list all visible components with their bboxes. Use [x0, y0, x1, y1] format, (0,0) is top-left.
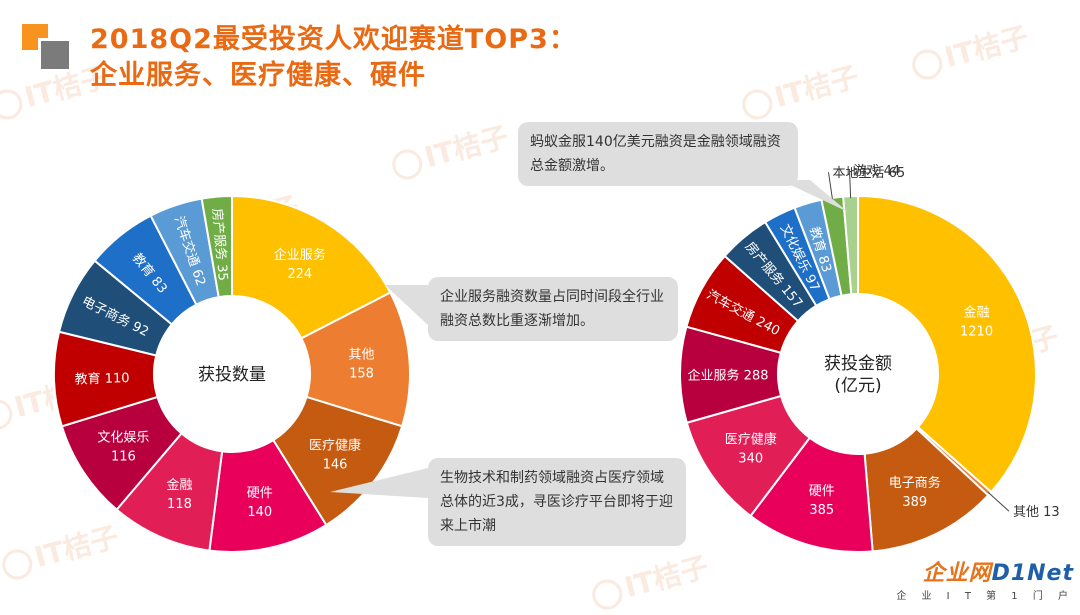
donut-label-1-3: 硬件 385 — [809, 484, 835, 518]
page-title-line2: 企业服务、医疗健康、硬件 — [90, 60, 426, 91]
donut-label-1-11: 游戏 44 — [853, 164, 900, 179]
title-logo-gray-square — [38, 38, 72, 72]
donut-center-label-1-0: 获投金额 — [824, 354, 892, 374]
donut-label-1-2: 电子商务 389 — [889, 475, 941, 510]
donut-label-1-10: 本地生活 65 — [832, 166, 905, 181]
donut-leader-1-11 — [848, 170, 852, 199]
donut-label-0-0: 企业服务 224 — [274, 247, 326, 282]
donut-label-0-6: 教育 110 — [74, 370, 129, 388]
page-title: 2018Q2最受投资人欢迎赛道TOP3： 企业服务、医疗健康、硬件 — [90, 22, 577, 94]
donut-label-1-0: 金融 1210 — [960, 305, 993, 340]
brand-logo: 企业网D1Net 企 业 I T 第 1 门 户 — [896, 555, 1074, 602]
donut-label-1-4: 医疗健康 340 — [725, 431, 777, 466]
donut-label-0-1: 其他 158 — [348, 348, 374, 382]
donut-label-1-1: 其他 13 — [1013, 505, 1060, 520]
brand-logo-text-a: 企业网 — [922, 561, 992, 586]
callout-pointer-healthcare — [330, 468, 428, 498]
callout-healthcare: 生物技术和制药领域融资占医疗领域总体的近3成，寻医诊疗平台即将于迎来上市潮 — [428, 458, 686, 546]
page-title-line1: 2018Q2最受投资人欢迎赛道TOP3： — [90, 24, 577, 55]
callout-pointer-enterprise — [385, 285, 428, 325]
donut-slice-1-0 — [857, 194, 1037, 494]
donut-center-label-1-1: (亿元) — [834, 376, 881, 396]
brand-logo-text-b: D1Net — [991, 561, 1074, 586]
donut-leader-1-1 — [987, 492, 1010, 512]
donut-slice-0-10 — [200, 194, 233, 299]
donut-label-0-5: 文化娱乐 116 — [97, 430, 149, 464]
donut-center-label-0-0: 获投数量 — [198, 365, 266, 385]
callout-enterprise-services-text: 企业服务融资数量占同时间段全行业融资总数比重逐渐增加。 — [440, 289, 664, 329]
callout-enterprise-services: 企业服务融资数量占同时间段全行业融资总数比重逐渐增加。 — [428, 277, 678, 341]
donut-slice-1-11 — [842, 194, 859, 296]
callout-pointer-finance — [780, 180, 848, 212]
brand-tagline: 企 业 I T 第 1 门 户 — [896, 591, 1074, 602]
donut-label-1-5: 企业服务 288 — [687, 367, 768, 383]
donut-label-0-4: 金融 118 — [166, 477, 192, 512]
donut-label-0-10: 房产服务 35 — [209, 208, 231, 282]
donut-slice-0-0 — [231, 194, 392, 340]
donut-label-0-3: 硬件 140 — [247, 486, 273, 520]
callout-healthcare-text: 生物技术和制药领域融资占医疗领域总体的近3成，寻医诊疗平台即将于迎来上市潮 — [440, 470, 673, 534]
callout-finance: 蚂蚁金服140亿美元融资是金融领域融资总金额激增。 — [518, 122, 798, 186]
callout-finance-text: 蚂蚁金服140亿美元融资是金融领域融资总金额激增。 — [530, 134, 781, 174]
donut-label-0-2: 医疗健康 146 — [309, 437, 361, 472]
donut-leader-1-10 — [827, 172, 834, 200]
